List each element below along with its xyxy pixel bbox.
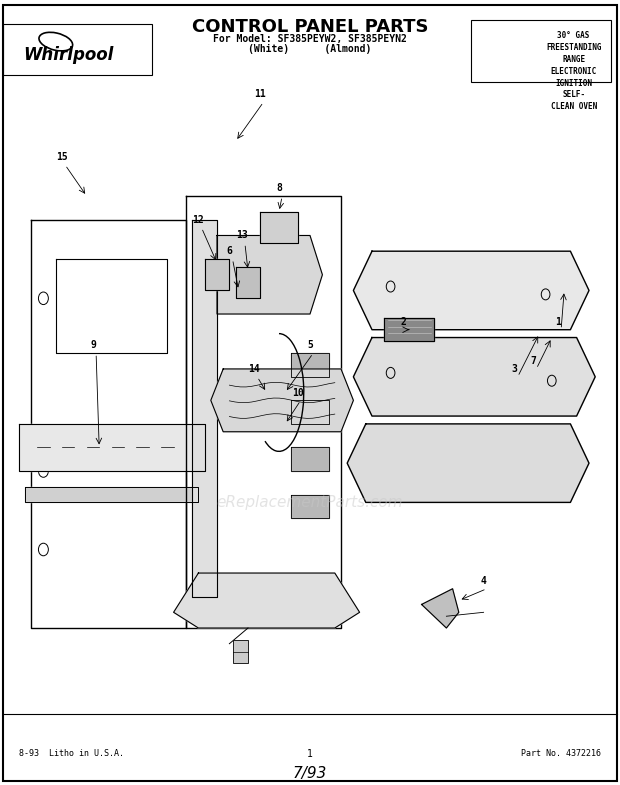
Text: 30° GAS
FREESTANDING
RANGE
ELECTRONIC
IGNITION
SELF-
CLEAN OVEN: 30° GAS FREESTANDING RANGE ELECTRONIC IG…: [546, 31, 601, 111]
Polygon shape: [384, 318, 434, 341]
Text: 8: 8: [276, 184, 282, 193]
Text: 7/93: 7/93: [293, 765, 327, 781]
Polygon shape: [353, 251, 589, 330]
Polygon shape: [260, 212, 298, 243]
Polygon shape: [211, 369, 353, 432]
Polygon shape: [291, 447, 329, 471]
Text: Part No. 4372216: Part No. 4372216: [521, 749, 601, 758]
Polygon shape: [25, 487, 198, 502]
Text: For Model: SF385PEYW2, SF385PEYN2: For Model: SF385PEYW2, SF385PEYN2: [213, 35, 407, 44]
Polygon shape: [236, 267, 260, 298]
Text: 15: 15: [56, 152, 68, 162]
Text: eReplacementParts.com: eReplacementParts.com: [216, 495, 404, 510]
Text: 4: 4: [480, 576, 487, 586]
Text: (White)      (Almond): (White) (Almond): [249, 45, 371, 54]
Polygon shape: [291, 353, 329, 377]
Text: 6: 6: [226, 246, 232, 256]
Text: 2: 2: [400, 317, 406, 327]
Polygon shape: [217, 236, 322, 314]
Text: Whirlpool: Whirlpool: [23, 46, 113, 64]
Text: 5: 5: [307, 341, 313, 350]
Text: 8-93  Litho in U.S.A.: 8-93 Litho in U.S.A.: [19, 749, 123, 758]
Polygon shape: [192, 220, 217, 597]
Text: 1: 1: [555, 317, 561, 327]
Polygon shape: [291, 495, 329, 518]
Text: 9: 9: [90, 341, 96, 350]
Text: 10: 10: [292, 388, 303, 397]
Polygon shape: [347, 424, 589, 502]
Text: 7: 7: [530, 356, 536, 366]
Polygon shape: [422, 589, 459, 628]
Polygon shape: [174, 573, 360, 628]
Polygon shape: [291, 400, 329, 424]
Text: 11: 11: [255, 89, 266, 99]
Text: 3: 3: [512, 364, 518, 374]
Text: 1: 1: [307, 749, 313, 758]
Text: 12: 12: [193, 215, 204, 225]
Polygon shape: [353, 338, 595, 416]
Text: 14: 14: [249, 364, 260, 374]
Bar: [232, 640, 248, 663]
Text: CONTROL PANEL PARTS: CONTROL PANEL PARTS: [192, 19, 428, 36]
Polygon shape: [205, 259, 229, 290]
Polygon shape: [19, 424, 205, 471]
Text: 13: 13: [236, 231, 247, 240]
